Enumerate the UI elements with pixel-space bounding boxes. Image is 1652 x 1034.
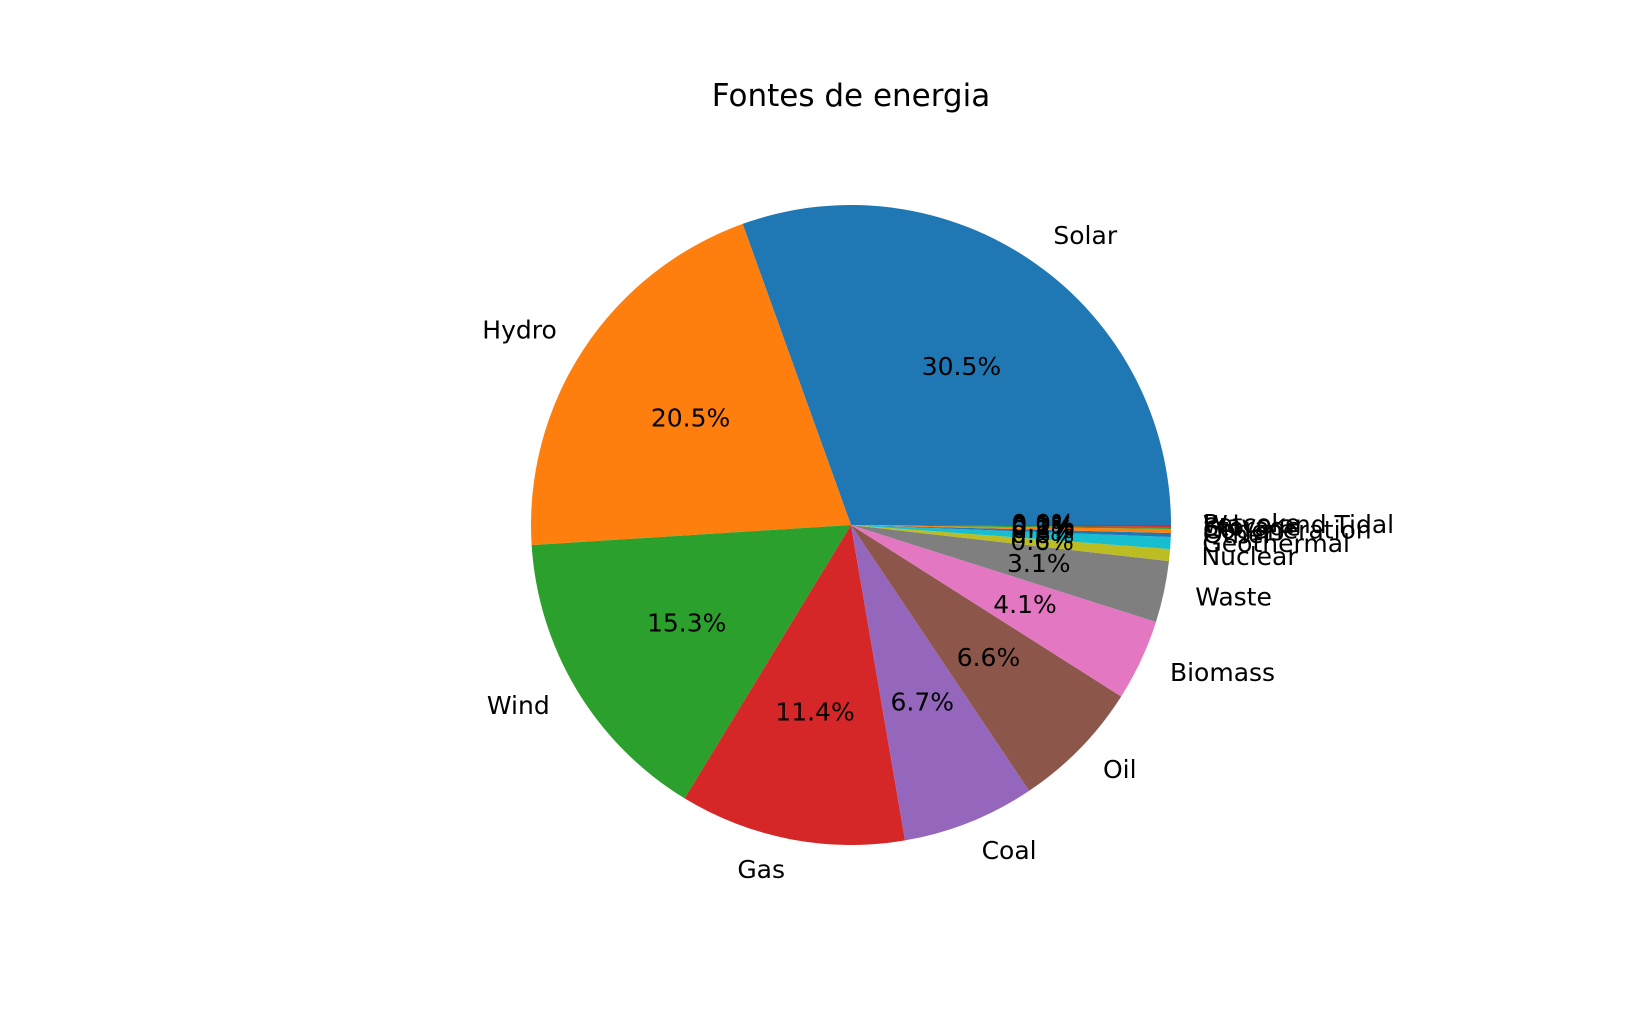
pie-slice-biomass xyxy=(851,525,1156,697)
pie-slice-nuclear xyxy=(851,525,1171,562)
pie-slice-other xyxy=(851,525,1171,538)
pie-slice-coal xyxy=(851,525,1030,841)
slice-label-wave-and-tidal: Wave and Tidal xyxy=(1203,510,1394,539)
slice-label-oil: Oil xyxy=(1103,755,1137,784)
slice-label-storage: Storage xyxy=(1203,512,1301,541)
slice-percent-cogeneration: 0.2% xyxy=(1011,513,1075,542)
slice-label-biomass: Biomass xyxy=(1170,658,1275,687)
slice-label-nuclear: Nuclear xyxy=(1201,542,1298,571)
slice-labels: Solar Hydro Wind Gas Coal Oil Biomass Waste Nucl… xyxy=(482,221,1394,884)
slice-percent-coal: 6.7% xyxy=(890,687,954,716)
slice-label-solar: Solar xyxy=(1053,221,1117,250)
slice-percent-oil: 6.6% xyxy=(957,643,1021,672)
slice-label-waste: Waste xyxy=(1195,583,1272,612)
pie-slice-storage xyxy=(851,525,1171,530)
slice-percent-wind: 15.3% xyxy=(647,608,726,637)
pie-slice-geothermal xyxy=(851,525,1171,550)
slice-label-gas: Gas xyxy=(737,855,785,884)
pie-slice-oil xyxy=(851,525,1122,791)
slice-percent-waste: 3.1% xyxy=(1007,549,1071,578)
slice-label-petcoke: Petcoke xyxy=(1203,509,1300,538)
pie-slice-wave-and-tidal xyxy=(851,525,1171,528)
pie-slice-waste xyxy=(851,525,1169,622)
chart-title: Fontes de energia xyxy=(712,78,990,114)
pie-slice-gas xyxy=(684,525,906,845)
pie-slice-wind xyxy=(531,525,851,799)
slice-percent-labels: 30.5% 20.5% 15.3% 11.4% 6.7%6.6% 4.1% 3.1%0.6%… xyxy=(647,352,1075,727)
slice-percent-storage: 0.1% xyxy=(1011,511,1075,540)
slice-percent-nuclear: 0.6% xyxy=(1010,527,1074,556)
slice-label-hydro: Hydro xyxy=(482,316,557,345)
pie-slice-cogeneration xyxy=(851,525,1171,534)
pie-slice-hydro xyxy=(531,223,851,546)
slice-percent-petcoke: 0.0% xyxy=(1011,509,1075,538)
slice-label-wind: Wind xyxy=(487,691,550,720)
slice-label-cogeneration: Cogeneration xyxy=(1203,516,1372,545)
slice-percent-other: 0.2% xyxy=(1011,515,1075,544)
pie-slices xyxy=(531,205,1171,845)
slice-label-coal: Coal xyxy=(982,836,1037,865)
slice-percent-gas: 11.4% xyxy=(775,698,854,727)
slice-percent-biomass: 4.1% xyxy=(993,590,1057,619)
slice-label-other: Other xyxy=(1203,520,1275,549)
pie-slice-solar xyxy=(742,205,1171,525)
slice-label-geothermal: Geothermal xyxy=(1202,529,1350,558)
slice-percent-hydro: 20.5% xyxy=(651,404,730,433)
slice-percent-solar: 30.5% xyxy=(922,352,1001,381)
slice-percent-wave-and-tidal: 0.1% xyxy=(1011,510,1075,539)
slice-percent-geothermal: 0.6% xyxy=(1011,520,1075,549)
